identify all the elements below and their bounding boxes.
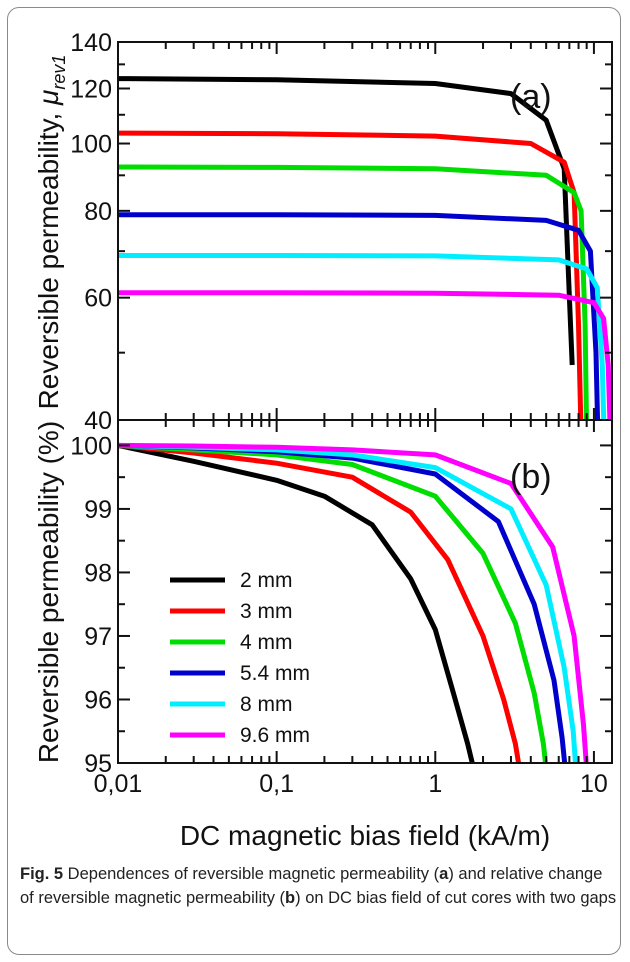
panel-b-series: [118, 442, 589, 763]
panel-a: 40 60 80 100 120 140 (a): [70, 29, 613, 435]
panel-b: 0,01 0,1 1 10 95 96 97 98 99 100 (b) 2 mm 3 mm 4 mm…: [70, 419, 613, 798]
panel-a-ytick-label-5: 140: [70, 29, 112, 57]
caption-text-2: ) and relative change of reversible magn…: [20, 865, 603, 907]
x-tick-label-2: 1: [428, 770, 442, 798]
series-b-line-0: [118, 442, 475, 763]
caption-ref-a: a: [439, 865, 449, 883]
caption-text-3: ) on DC bias field of cut cores with two…: [295, 889, 617, 907]
series-b-line-5: [118, 442, 589, 763]
panel-a-ytick-label-3: 100: [70, 131, 112, 159]
legend-label-0: 2 mm: [240, 569, 293, 592]
series-b-line-2: [118, 442, 549, 763]
figure-frame: [7, 7, 621, 955]
panel-b-ticks: 0,01 0,1 1 10 95 96 97 98 99 100: [70, 420, 612, 798]
panel-a-ytick-label-4: 120: [70, 76, 112, 104]
x-axis-title: DC magnetic bias field (kA/m): [180, 820, 550, 851]
series-a-line-4: [118, 253, 607, 420]
figure-canvas: 40 60 80 100 120 140 (a) 0,01 0,1 1 10 95 96 97 98 99…: [33, 29, 613, 851]
series-a-line-1: [118, 130, 584, 420]
panel-b-label: (b): [510, 458, 552, 496]
panel-b-ytick-label-3: 98: [84, 559, 112, 587]
panel-a-ylabel: Reversible permeability, μrev1: [33, 55, 69, 410]
panel-b-ytick-label-4: 99: [84, 496, 112, 524]
series-a-line-0: [118, 76, 575, 366]
x-tick-label-1: 0,1: [259, 770, 294, 798]
panel-b-ytick-label-2: 97: [84, 623, 112, 651]
panel-b-ytick-label-5: 100: [70, 432, 112, 460]
legend-label-5: 9.6 mm: [240, 724, 310, 747]
legend: 2 mm 3 mm 4 mm 5.4 mm 8 mm 9.6 mm: [170, 569, 310, 747]
legend-label-2: 4 mm: [240, 631, 293, 654]
panel-b-ytick-label-0: 95: [84, 750, 112, 778]
figure-caption: Fig. 5 Dependences of reversible magneti…: [20, 862, 618, 910]
panel-a-label: (a): [510, 78, 552, 116]
legend-label-1: 3 mm: [240, 600, 293, 623]
series-a-line-2: [118, 164, 589, 420]
caption-text-1: Dependences of reversible magnetic perme…: [63, 865, 440, 883]
panel-a-ytick-label-1: 60: [84, 285, 112, 313]
legend-label-4: 8 mm: [240, 693, 293, 716]
caption-label: Fig. 5: [20, 865, 64, 883]
panel-b-ylabel: Reversible permeability (%): [33, 421, 64, 763]
x-tick-label-3: 10: [580, 770, 608, 798]
panel-a-ytick-label-2: 80: [84, 198, 112, 226]
panel-b-frame: [117, 419, 613, 764]
series-a-line-5: [118, 290, 612, 420]
x-tick-label-0: 0,01: [94, 770, 143, 798]
panel-a-series: [118, 76, 612, 420]
series-b-line-1: [118, 442, 522, 763]
series-b-line-3: [118, 442, 568, 763]
panel-b-ytick-label-1: 96: [84, 686, 112, 714]
series-a-line-3: [118, 212, 601, 420]
legend-label-3: 5.4 mm: [240, 662, 310, 685]
panel-a-ytick-label-0: 40: [84, 407, 112, 435]
caption-ref-b: b: [285, 889, 296, 907]
